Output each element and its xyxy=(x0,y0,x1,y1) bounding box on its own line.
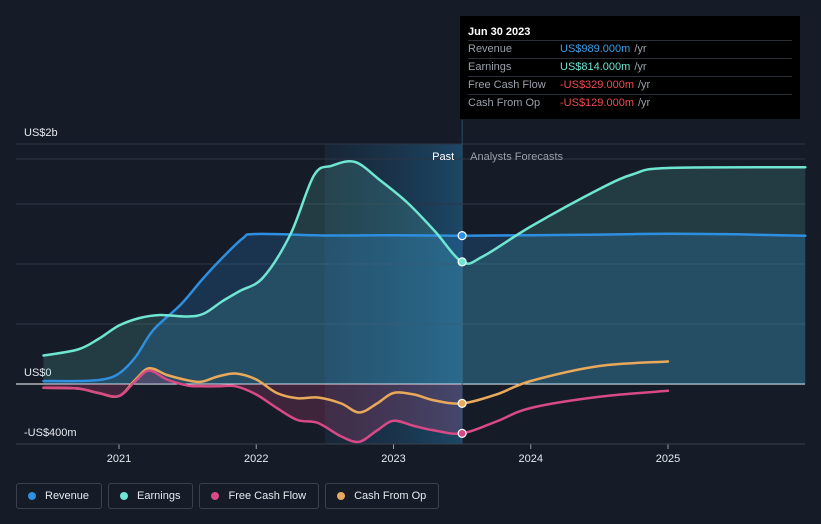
x-tick-label: 2024 xyxy=(519,453,543,465)
x-tick-label: 2021 xyxy=(107,453,131,465)
x-tick-label: 2023 xyxy=(381,453,405,465)
tooltip-unit: /yr xyxy=(634,61,647,73)
cash-from-op-dot-icon xyxy=(337,492,346,500)
cash-from-op-marker xyxy=(457,398,467,408)
tooltip-unit: /yr xyxy=(638,97,651,109)
y-tick-label: US$0 xyxy=(24,367,52,379)
tooltip-row-free-cash-flow: Free Cash Flow -US$329.000m /yr xyxy=(468,76,792,94)
legend-item-earnings[interactable]: Earnings xyxy=(108,483,194,509)
tooltip-label: Free Cash Flow xyxy=(468,79,546,91)
tooltip-unit: /yr xyxy=(638,79,651,91)
earnings-dot-icon xyxy=(120,492,129,500)
x-tick-label: 2022 xyxy=(244,453,268,465)
past-label: Past xyxy=(432,151,454,163)
tooltip-unit: /yr xyxy=(634,43,647,55)
tooltip-value: US$814.000m xyxy=(560,61,631,73)
tooltip-value: -US$129.000m xyxy=(560,97,634,109)
tooltip-row-cash-from-op: Cash From Op -US$129.000m /yr xyxy=(468,94,792,112)
x-tick-label: 2025 xyxy=(656,453,680,465)
legend-item-revenue[interactable]: Revenue xyxy=(16,483,103,509)
legend-label: Revenue xyxy=(45,490,90,502)
legend-label: Earnings xyxy=(137,490,181,502)
revenue-dot-icon xyxy=(28,492,36,500)
free-cash-flow-area xyxy=(43,370,463,442)
forecast-label: Analysts Forecasts xyxy=(470,151,563,163)
tooltip-row-revenue: Revenue US$989.000m /yr xyxy=(468,40,792,58)
free-cash-flow-dot-icon xyxy=(211,492,220,500)
legend-item-cash-from-op[interactable]: Cash From Op xyxy=(325,483,440,509)
earnings-marker xyxy=(457,257,467,267)
legend: Revenue Earnings Free Cash Flow Cash Fro… xyxy=(16,483,440,511)
legend-label: Free Cash Flow xyxy=(228,490,307,502)
revenue-area xyxy=(43,233,806,384)
y-tick-label: -US$400m xyxy=(24,427,77,439)
earnings-area xyxy=(43,161,806,384)
tooltip-value: US$989.000m xyxy=(560,43,631,55)
y-tick-label: US$2b xyxy=(24,127,58,139)
tooltip-row-earnings: Earnings US$814.000m /yr xyxy=(468,58,792,76)
free-cash-flow-marker xyxy=(457,428,467,438)
revenue-line xyxy=(42,232,807,383)
tooltip-date: Jun 30 2023 xyxy=(468,26,531,38)
legend-item-free-cash-flow[interactable]: Free Cash Flow xyxy=(199,483,320,509)
revenue-marker xyxy=(457,231,467,241)
tooltip: Jun 30 2023 Revenue US$989.000m /yr Earn… xyxy=(460,16,800,119)
tooltip-label: Cash From Op xyxy=(468,97,541,109)
tooltip-label: Revenue xyxy=(468,43,513,55)
tooltip-value: -US$329.000m xyxy=(560,79,634,91)
tooltip-label: Earnings xyxy=(468,61,512,73)
legend-label: Cash From Op xyxy=(354,490,427,502)
earnings-line xyxy=(42,160,807,357)
